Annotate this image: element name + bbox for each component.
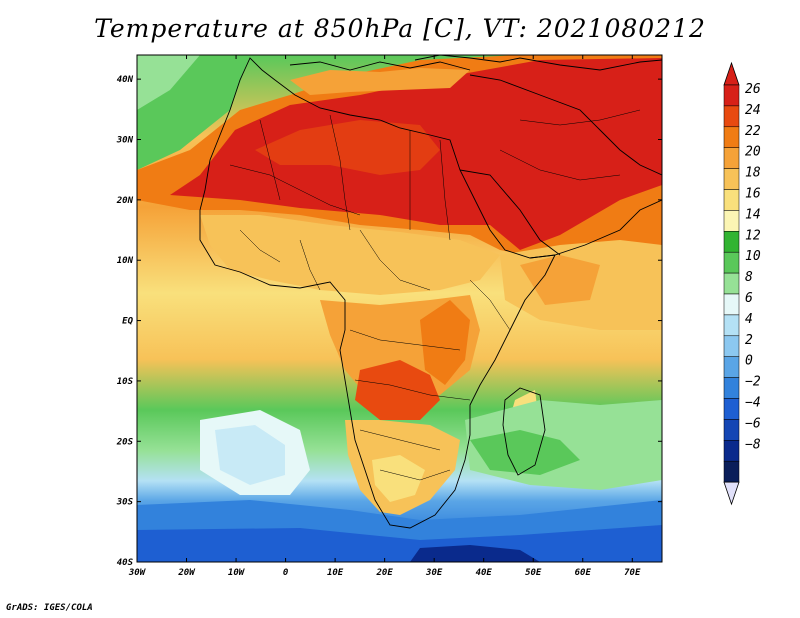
colorbar-label: 10: [745, 249, 761, 264]
lat-tick-label: 30N: [116, 136, 134, 146]
map-title: Temperature at 850hPa [C], VT: 202108021…: [94, 14, 706, 43]
colorbar-label: 4: [745, 312, 753, 327]
colorbar-bottom-arrow: [723, 481, 740, 506]
colorbar-label: 24: [745, 103, 761, 118]
colorbar-label: −4: [745, 396, 761, 411]
colorbar-swatch: [723, 460, 740, 483]
colorbar-label: 22: [745, 124, 761, 139]
lat-tick-label: 30S: [116, 498, 134, 508]
temperature-field: [137, 55, 662, 562]
colorbar-swatch: [723, 147, 740, 169]
axis-ticks: 30W 20W 10W 0 10E 20E 30E 40E 50E 60E 70E 40N 30N 20N…: [116, 55, 662, 578]
colorbar-swatch: [723, 251, 740, 274]
country-borders: [229, 109, 641, 481]
lat-tick-label: 10N: [117, 256, 134, 266]
colorbar-swatch: [723, 126, 740, 148]
lat-tick-label: 10S: [117, 377, 134, 387]
lon-tick-label: 70E: [624, 568, 641, 578]
lon-tick-label: 0: [283, 568, 289, 578]
colorbar-label: 16: [745, 187, 761, 202]
lat-tick-label: 20S: [116, 437, 134, 447]
colorbar-label: 20: [745, 145, 761, 160]
lon-tick-label: 40E: [476, 568, 493, 578]
colorbar-swatch: [723, 272, 740, 295]
colorbar-swatch: [723, 377, 740, 399]
colorbar-swatch: [723, 189, 740, 211]
grads-credit: GrADS: IGES/COLA: [6, 603, 93, 613]
colorbar-swatch: [723, 314, 740, 337]
lat-tick-label: 40S: [117, 558, 134, 568]
colorbar-label: 18: [745, 166, 761, 181]
colorbar-label: 0: [745, 354, 753, 369]
colorbar-swatch: [723, 105, 740, 128]
colorbar-swatch: [723, 356, 740, 378]
colorbar-label: −2: [745, 375, 761, 390]
colorbar-label: 26: [745, 82, 761, 97]
lon-tick-label: 30E: [425, 568, 443, 578]
colorbar-swatch: [723, 335, 740, 357]
map-frame: [136, 54, 663, 563]
lon-tick-label: 50E: [525, 568, 542, 578]
colorbar-top-arrow: [723, 61, 740, 86]
colorbar-label: 14: [745, 207, 761, 222]
colorbar-swatch: [723, 84, 740, 107]
lon-tick-label: 30W: [128, 568, 147, 578]
colorbar-swatch: [723, 293, 740, 316]
colorbar-swatch: [723, 210, 740, 232]
lat-tick-label: EQ: [122, 317, 133, 327]
colorbar-swatch: [723, 168, 740, 190]
lon-tick-label: 10E: [327, 568, 344, 578]
coastlines: [199, 55, 662, 529]
lon-tick-label: 20E: [376, 568, 394, 578]
colorbar-label: 2: [745, 333, 753, 348]
lat-tick-label: 40N: [117, 75, 134, 85]
colorbar-label: 12: [745, 228, 761, 243]
lat-tick-label: 20N: [116, 196, 134, 206]
colorbar-swatch: [723, 398, 740, 420]
colorbar-swatch: [723, 231, 740, 253]
lon-tick-label: 60E: [575, 568, 592, 578]
colorbar-label: 8: [745, 270, 753, 285]
colorbar-label: −6: [745, 416, 761, 431]
colorbar-label: 6: [745, 291, 753, 306]
lon-tick-label: 10W: [228, 568, 246, 578]
colorbar-label: −8: [745, 437, 761, 452]
lon-tick-label: 20W: [177, 568, 196, 578]
colorbar-swatch: [723, 419, 740, 441]
colorbar-swatch: [723, 440, 740, 462]
